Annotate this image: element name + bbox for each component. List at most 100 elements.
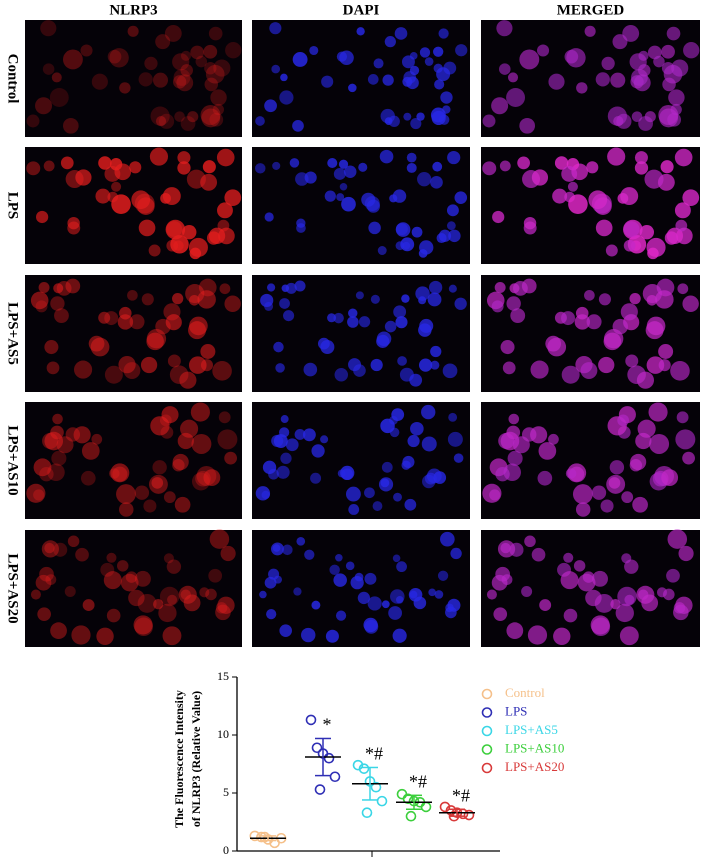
cell [495, 566, 511, 582]
cell [622, 25, 640, 42]
cell [363, 617, 378, 633]
cell [46, 361, 60, 375]
cell [574, 314, 591, 330]
cell [621, 491, 634, 504]
cell [279, 427, 290, 438]
data-point [396, 788, 408, 800]
cell [203, 44, 218, 59]
y-tick-label: 0 [223, 843, 229, 857]
cell [553, 627, 571, 645]
legend-marker [481, 762, 493, 774]
cell [634, 161, 649, 175]
cell [179, 371, 197, 389]
cell [162, 187, 181, 206]
cell [195, 55, 208, 68]
cell [125, 571, 138, 583]
cell [271, 434, 284, 447]
significance: *# [452, 785, 470, 805]
data-point [311, 742, 323, 754]
cell [110, 463, 130, 483]
cell [370, 294, 380, 304]
cell [209, 112, 224, 127]
cell [205, 64, 225, 84]
cell [448, 229, 461, 243]
cell [134, 570, 151, 587]
cell [381, 600, 390, 609]
cell [677, 283, 689, 295]
cell [592, 570, 608, 587]
cell [608, 477, 621, 489]
cell [450, 547, 462, 560]
cell [493, 607, 508, 621]
cell [634, 151, 648, 165]
cells [30, 529, 236, 646]
cell [153, 599, 164, 610]
cell [430, 176, 443, 189]
cell [421, 436, 437, 452]
cell [395, 316, 408, 329]
cell [50, 622, 67, 640]
cell [198, 278, 217, 297]
cell [172, 453, 189, 471]
cell [33, 489, 45, 501]
cell [430, 360, 440, 370]
cell [494, 282, 506, 293]
cell [370, 358, 383, 372]
cell [42, 63, 55, 75]
micrograph [25, 402, 242, 519]
cell [75, 547, 89, 562]
cell [676, 411, 689, 424]
cell [381, 461, 393, 473]
cell [491, 97, 509, 115]
cell [419, 47, 431, 58]
cell [217, 596, 235, 614]
cell [259, 590, 267, 599]
cell [538, 442, 557, 460]
cell [661, 469, 679, 487]
cell [418, 358, 433, 372]
cell [410, 421, 424, 436]
cell [499, 160, 511, 172]
cell [639, 224, 655, 240]
cell [576, 82, 588, 94]
cell [264, 576, 277, 589]
data-point [314, 784, 326, 795]
data-point [256, 831, 267, 843]
cell [73, 426, 91, 444]
cell [98, 156, 112, 170]
cell [499, 63, 511, 75]
cell [186, 169, 206, 189]
cell [598, 293, 611, 306]
cell [507, 450, 523, 466]
cell [445, 606, 457, 619]
cell [152, 460, 167, 475]
cell [658, 359, 671, 372]
cell [163, 491, 176, 504]
cell [379, 149, 394, 164]
data-point [249, 830, 261, 842]
cell [56, 436, 74, 454]
cell [187, 111, 199, 123]
cell [329, 564, 340, 576]
legend-label: LPS+AS5 [505, 722, 558, 737]
cell [91, 433, 103, 445]
cell [356, 27, 365, 36]
cell [418, 249, 428, 258]
cell [208, 26, 223, 41]
cell [62, 118, 79, 134]
cells [259, 531, 462, 643]
cell [539, 599, 552, 612]
cell [530, 360, 549, 379]
cell [159, 586, 180, 607]
cell [582, 571, 595, 583]
cell [339, 182, 348, 191]
cell [264, 301, 274, 311]
cell [183, 594, 201, 612]
cell [111, 181, 122, 192]
cell [531, 169, 549, 186]
cell [80, 470, 96, 486]
cell [508, 413, 520, 425]
cell [519, 49, 540, 70]
row-label: LPS [5, 192, 21, 220]
